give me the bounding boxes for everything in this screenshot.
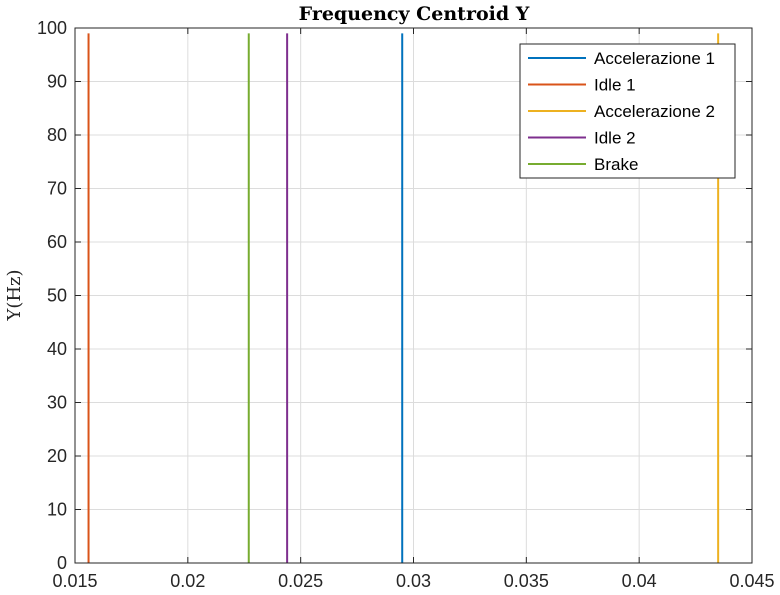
y-tick-label: 20 — [47, 446, 67, 466]
y-tick-label: 50 — [47, 286, 67, 306]
y-tick-label: 70 — [47, 179, 67, 199]
chart-title: Frequency Centroid Y — [299, 3, 530, 25]
y-tick-label: 30 — [47, 393, 67, 413]
legend-label-1: Accelerazione 1 — [594, 49, 715, 68]
y-tick-label: 80 — [47, 125, 67, 145]
y-tick-label: 60 — [47, 232, 67, 252]
x-tick-label: 0.02 — [170, 571, 205, 591]
legend-label-2: Idle 1 — [594, 76, 636, 95]
y-tick-label: 10 — [47, 500, 67, 520]
y-tick-label: 100 — [37, 18, 67, 38]
y-tick-label: 40 — [47, 339, 67, 359]
y-tick-label: 90 — [47, 72, 67, 92]
x-tick-label: 0.025 — [278, 571, 323, 591]
legend-label-5: Brake — [594, 155, 638, 174]
legend-label-3: Accelerazione 2 — [594, 102, 715, 121]
plot-area: 0.015 0.02 0.025 0.03 0.035 0.04 0.045 0 10 20 30 4… — [37, 18, 775, 591]
y-tick-label: 0 — [57, 553, 67, 573]
x-tick-label: 0.015 — [52, 571, 97, 591]
x-tick-label: 0.04 — [622, 571, 657, 591]
y-axis-label: Y(Hz) — [4, 269, 25, 321]
x-tick-label: 0.03 — [396, 571, 431, 591]
legend-label-4: Idle 2 — [594, 129, 636, 148]
x-tick-label: 0.045 — [729, 571, 774, 591]
x-tick-label: 0.035 — [504, 571, 549, 591]
